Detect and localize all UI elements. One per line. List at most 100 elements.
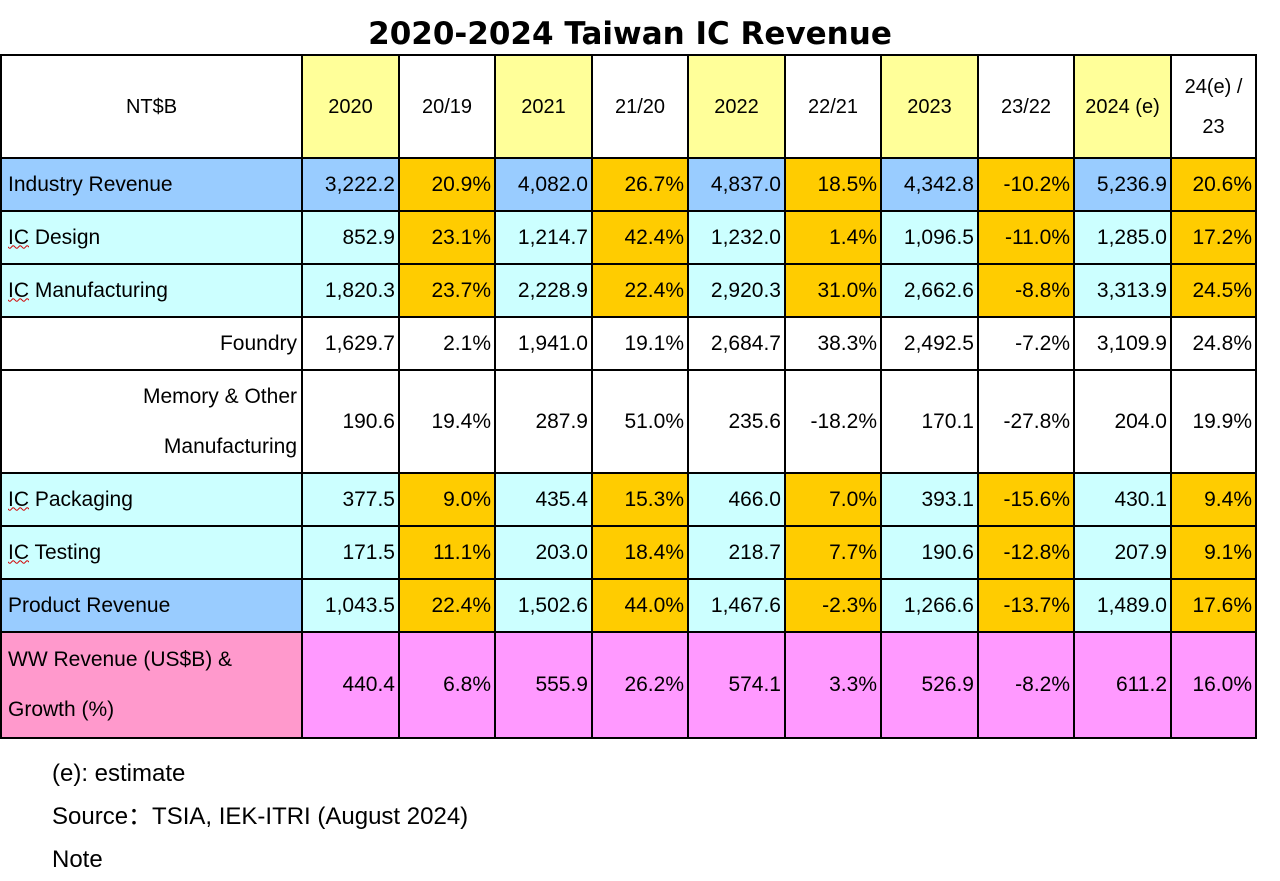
row-label-ic-testing: IC Testing xyxy=(0,525,303,580)
row-label-foundry: Foundry xyxy=(0,316,303,371)
cell-foundry-2024-e: 3,109.9 xyxy=(1073,316,1172,371)
cell-ic-design-2020: 852.9 xyxy=(301,210,400,265)
cell-ic-testing-21-20: 18.4% xyxy=(591,525,689,580)
cell-ww-revenue-us-b-growth-23-22: -8.2% xyxy=(977,631,1075,739)
column-header-2023: 2023 xyxy=(880,54,979,159)
cell-memory-other-manufacturing-2024-e: 204.0 xyxy=(1073,369,1172,474)
cell-ic-design-21-20: 42.4% xyxy=(591,210,689,265)
cell-industry-revenue-21-20: 26.7% xyxy=(591,157,689,212)
cell-memory-other-manufacturing-20-19: 19.4% xyxy=(398,369,496,474)
note-label: Note xyxy=(52,846,103,873)
cell-product-revenue-2023: 1,266.6 xyxy=(880,578,979,633)
row-label-industry-revenue: Industry Revenue xyxy=(0,157,303,212)
cell-ic-design-2023: 1,096.5 xyxy=(880,210,979,265)
cell-ic-manufacturing-20-19: 23.7% xyxy=(398,263,496,318)
cell-memory-other-manufacturing-2022: 235.6 xyxy=(687,369,786,474)
table-row-foundry: Foundry 1,629.7 2.1% 1,941.0 19.1% 2,684.7 38.… xyxy=(0,316,1257,371)
cell-memory-other-manufacturing-21-20: 51.0% xyxy=(591,369,689,474)
cell-industry-revenue-23-22: -10.2% xyxy=(977,157,1075,212)
cell-ww-revenue-us-b-growth-2024-e: 611.2 xyxy=(1073,631,1172,739)
table-row-ic-manufacturing: IC Manufacturing 1,820.3 23.7% 2,228.9 22.4%… xyxy=(0,263,1257,318)
column-header-2022: 2022 xyxy=(687,54,786,159)
cell-ic-testing-23-22: -12.8% xyxy=(977,525,1075,580)
cell-ww-revenue-us-b-growth-2022: 574.1 xyxy=(687,631,786,739)
cell-ic-packaging-2023: 393.1 xyxy=(880,472,979,527)
cell-ic-design-24-e-23: 17.2% xyxy=(1170,210,1257,265)
cell-ic-testing-2022: 218.7 xyxy=(687,525,786,580)
table-title: 2020-2024 Taiwan IC Revenue xyxy=(368,16,892,52)
row-label-ic-manufacturing: IC Manufacturing xyxy=(0,263,303,318)
table-row-ic-packaging: IC Packaging 377.5 9.0% 435.4 15.3% 466.0 7.0%… xyxy=(0,472,1257,527)
cell-ic-packaging-20-19: 9.0% xyxy=(398,472,496,527)
row-label-memory-other-manufacturing: Memory & Other Manufacturing xyxy=(0,369,303,474)
cell-product-revenue-2021: 1,502.6 xyxy=(494,578,593,633)
cell-ic-manufacturing-2022: 2,920.3 xyxy=(687,263,786,318)
column-header-2024-e: 2024 (e) xyxy=(1073,54,1172,159)
table-row-ic-testing: IC Testing 171.5 11.1% 203.0 18.4% 218.7 7.7% 1… xyxy=(0,525,1257,580)
row-label-ww-revenue-us-b-growth: WW Revenue (US$B) & Growth (%) xyxy=(0,631,303,739)
cell-ic-packaging-21-20: 15.3% xyxy=(591,472,689,527)
cell-industry-revenue-2022: 4,837.0 xyxy=(687,157,786,212)
cell-industry-revenue-20-19: 20.9% xyxy=(398,157,496,212)
cell-ic-design-23-22: -11.0% xyxy=(977,210,1075,265)
cell-memory-other-manufacturing-22-21: -18.2% xyxy=(784,369,882,474)
table-row-industry-revenue: Industry Revenue 3,222.2 20.9% 4,082.0 26.7%… xyxy=(0,157,1257,212)
cell-memory-other-manufacturing-2023: 170.1 xyxy=(880,369,979,474)
column-header-22-21: 22/21 xyxy=(784,54,882,159)
cell-industry-revenue-24-e-23: 20.6% xyxy=(1170,157,1257,212)
column-header-24-e-23: 24(e) / 23 xyxy=(1170,54,1257,159)
cell-product-revenue-2022: 1,467.6 xyxy=(687,578,786,633)
cell-ic-packaging-2024-e: 430.1 xyxy=(1073,472,1172,527)
cell-memory-other-manufacturing-24-e-23: 19.9% xyxy=(1170,369,1257,474)
table-row-memory-other-manufacturing: Memory & Other Manufacturing 190.6 19.4% 28… xyxy=(0,369,1257,474)
cell-industry-revenue-2023: 4,342.8 xyxy=(880,157,979,212)
cell-ic-design-2022: 1,232.0 xyxy=(687,210,786,265)
cell-ic-packaging-22-21: 7.0% xyxy=(784,472,882,527)
cell-ww-revenue-us-b-growth-24-e-23: 16.0% xyxy=(1170,631,1257,739)
cell-product-revenue-24-e-23: 17.6% xyxy=(1170,578,1257,633)
estimate-note: (e): estimate xyxy=(52,760,186,787)
cell-product-revenue-20-19: 22.4% xyxy=(398,578,496,633)
cell-ic-manufacturing-22-21: 31.0% xyxy=(784,263,882,318)
cell-foundry-20-19: 2.1% xyxy=(398,316,496,371)
cell-product-revenue-2020: 1,043.5 xyxy=(301,578,400,633)
cell-industry-revenue-2021: 4,082.0 xyxy=(494,157,593,212)
row-label-product-revenue: Product Revenue xyxy=(0,578,303,633)
cell-ic-manufacturing-2024-e: 3,313.9 xyxy=(1073,263,1172,318)
cell-foundry-2022: 2,684.7 xyxy=(687,316,786,371)
cell-ic-testing-24-e-23: 9.1% xyxy=(1170,525,1257,580)
table-row-ww-revenue-us-b-growth: WW Revenue (US$B) & Growth (%) 440.4 6.8% 5… xyxy=(0,631,1257,739)
unit-label: NT$B xyxy=(0,54,303,159)
cell-foundry-24-e-23: 24.8% xyxy=(1170,316,1257,371)
cell-ic-manufacturing-21-20: 22.4% xyxy=(591,263,689,318)
cell-memory-other-manufacturing-23-22: -27.8% xyxy=(977,369,1075,474)
cell-product-revenue-21-20: 44.0% xyxy=(591,578,689,633)
cell-product-revenue-22-21: -2.3% xyxy=(784,578,882,633)
cell-foundry-2023: 2,492.5 xyxy=(880,316,979,371)
cell-ic-testing-20-19: 11.1% xyxy=(398,525,496,580)
column-header-2021: 2021 xyxy=(494,54,593,159)
cell-ww-revenue-us-b-growth-2021: 555.9 xyxy=(494,631,593,739)
cell-ic-packaging-23-22: -15.6% xyxy=(977,472,1075,527)
column-header-21-20: 21/20 xyxy=(591,54,689,159)
row-label-ic-packaging: IC Packaging xyxy=(0,472,303,527)
cell-ic-design-20-19: 23.1% xyxy=(398,210,496,265)
cell-ic-design-22-21: 1.4% xyxy=(784,210,882,265)
table-row-product-revenue: Product Revenue 1,043.5 22.4% 1,502.6 44.0% 1… xyxy=(0,578,1257,633)
cell-ic-testing-2020: 171.5 xyxy=(301,525,400,580)
cell-ww-revenue-us-b-growth-20-19: 6.8% xyxy=(398,631,496,739)
cell-industry-revenue-2020: 3,222.2 xyxy=(301,157,400,212)
cell-industry-revenue-22-21: 18.5% xyxy=(784,157,882,212)
cell-ic-testing-2021: 203.0 xyxy=(494,525,593,580)
cell-ic-manufacturing-23-22: -8.8% xyxy=(977,263,1075,318)
cell-ic-packaging-2020: 377.5 xyxy=(301,472,400,527)
cell-foundry-2021: 1,941.0 xyxy=(494,316,593,371)
cell-ic-testing-2023: 190.6 xyxy=(880,525,979,580)
cell-product-revenue-2024-e: 1,489.0 xyxy=(1073,578,1172,633)
cell-ic-manufacturing-2020: 1,820.3 xyxy=(301,263,400,318)
cell-foundry-2020: 1,629.7 xyxy=(301,316,400,371)
row-label-ic-design: IC Design xyxy=(0,210,303,265)
cell-ww-revenue-us-b-growth-21-20: 26.2% xyxy=(591,631,689,739)
cell-ic-manufacturing-2021: 2,228.9 xyxy=(494,263,593,318)
cell-ic-packaging-2021: 435.4 xyxy=(494,472,593,527)
